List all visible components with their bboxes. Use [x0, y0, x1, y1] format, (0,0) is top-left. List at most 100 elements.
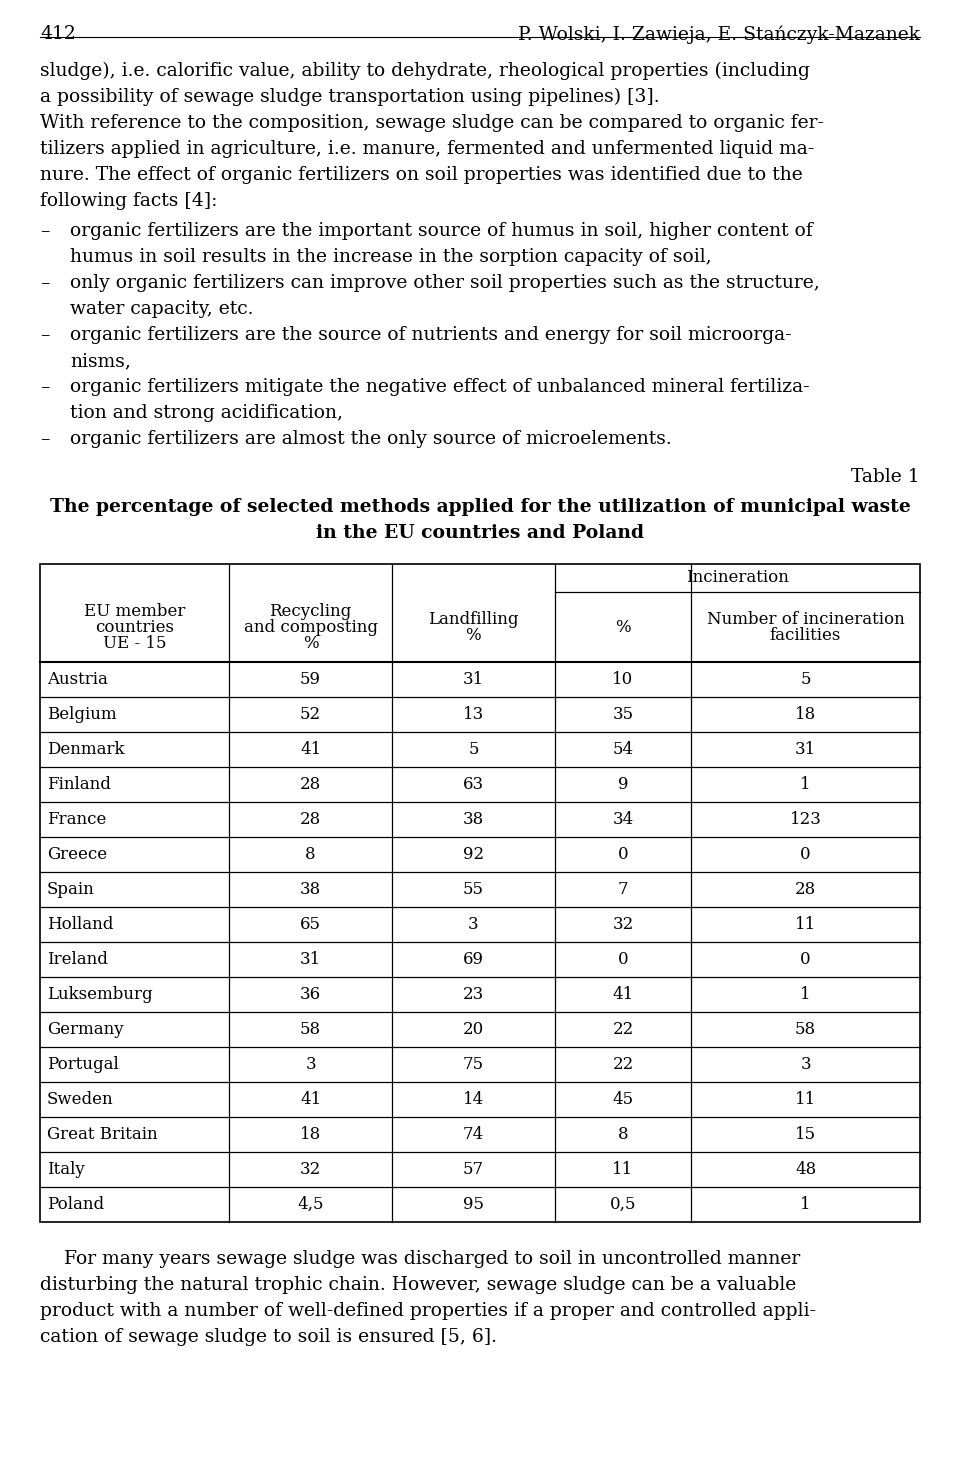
Text: Holland: Holland: [47, 916, 113, 932]
Text: 3: 3: [305, 1057, 316, 1073]
Text: Italy: Italy: [47, 1160, 84, 1178]
Text: 18: 18: [300, 1126, 322, 1143]
Text: water capacity, etc.: water capacity, etc.: [70, 300, 253, 318]
Text: 74: 74: [463, 1126, 484, 1143]
Text: 1: 1: [801, 776, 811, 793]
Text: 41: 41: [612, 986, 634, 1003]
Text: 38: 38: [300, 881, 322, 898]
Text: 0,5: 0,5: [610, 1196, 636, 1214]
Text: Number of incineration: Number of incineration: [707, 610, 904, 628]
Text: nure. The effect of organic fertilizers on soil properties was identified due to: nure. The effect of organic fertilizers …: [40, 166, 803, 184]
Text: 32: 32: [300, 1160, 322, 1178]
Text: following facts [4]:: following facts [4]:: [40, 192, 217, 210]
Text: organic fertilizers mitigate the negative effect of unbalanced mineral fertiliza: organic fertilizers mitigate the negativ…: [70, 377, 809, 397]
Text: 5: 5: [801, 670, 811, 688]
Text: 92: 92: [463, 847, 484, 863]
Text: Incineration: Incineration: [686, 570, 789, 586]
Text: 412: 412: [40, 25, 76, 43]
Text: France: France: [47, 811, 107, 827]
Text: humus in soil results in the increase in the sorption capacity of soil,: humus in soil results in the increase in…: [70, 249, 711, 266]
Text: Luksemburg: Luksemburg: [47, 986, 153, 1003]
Text: 58: 58: [300, 1021, 322, 1037]
Text: and composting: and composting: [244, 619, 377, 635]
Text: 28: 28: [300, 776, 322, 793]
Text: 32: 32: [612, 916, 634, 932]
Text: 75: 75: [463, 1057, 484, 1073]
Text: Spain: Spain: [47, 881, 95, 898]
Text: %: %: [466, 626, 481, 644]
Text: Table 1: Table 1: [852, 468, 920, 485]
Text: only organic fertilizers can improve other soil properties such as the structure: only organic fertilizers can improve oth…: [70, 274, 820, 292]
Text: –: –: [40, 274, 50, 292]
Text: organic fertilizers are the source of nutrients and energy for soil microorga-: organic fertilizers are the source of nu…: [70, 326, 792, 343]
Text: 69: 69: [463, 952, 484, 968]
Text: Landfilling: Landfilling: [428, 610, 518, 628]
Text: 95: 95: [463, 1196, 484, 1214]
Text: EU member: EU member: [84, 602, 185, 620]
Text: 10: 10: [612, 670, 634, 688]
Text: 41: 41: [300, 741, 322, 758]
Text: nisms,: nisms,: [70, 352, 131, 370]
Text: 0: 0: [801, 847, 811, 863]
Text: 55: 55: [463, 881, 484, 898]
Text: 45: 45: [612, 1091, 634, 1109]
Text: 22: 22: [612, 1021, 634, 1037]
Text: –: –: [40, 377, 50, 397]
Text: Recycling: Recycling: [270, 602, 351, 620]
Text: 4,5: 4,5: [298, 1196, 324, 1214]
Text: 20: 20: [463, 1021, 484, 1037]
Text: P. Wolski, I. Zawieja, E. Stańczyk-Mazanek: P. Wolski, I. Zawieja, E. Stańczyk-Mazan…: [518, 25, 920, 43]
Text: 3: 3: [801, 1057, 811, 1073]
Text: Denmark: Denmark: [47, 741, 125, 758]
Text: 8: 8: [617, 1126, 628, 1143]
Text: a possibility of sewage sludge transportation using pipelines) [3].: a possibility of sewage sludge transport…: [40, 87, 660, 107]
Text: 36: 36: [300, 986, 322, 1003]
Text: Belgium: Belgium: [47, 706, 116, 724]
Text: 13: 13: [463, 706, 484, 724]
Text: disturbing the natural trophic chain. However, sewage sludge can be a valuable: disturbing the natural trophic chain. Ho…: [40, 1276, 796, 1294]
Text: countries: countries: [95, 619, 174, 635]
Text: product with a number of well-defined properties if a proper and controlled appl: product with a number of well-defined pr…: [40, 1302, 816, 1320]
Text: 5: 5: [468, 741, 479, 758]
Text: 18: 18: [795, 706, 816, 724]
Text: organic fertilizers are almost the only source of microelements.: organic fertilizers are almost the only …: [70, 431, 672, 448]
Text: –: –: [40, 222, 50, 240]
Text: tilizers applied in agriculture, i.e. manure, fermented and unfermented liquid m: tilizers applied in agriculture, i.e. ma…: [40, 141, 814, 158]
Text: 14: 14: [463, 1091, 484, 1109]
Text: 7: 7: [617, 881, 628, 898]
Text: 22: 22: [612, 1057, 634, 1073]
Text: in the EU countries and Poland: in the EU countries and Poland: [316, 524, 644, 542]
Text: With reference to the composition, sewage sludge can be compared to organic fer-: With reference to the composition, sewag…: [40, 114, 824, 132]
Text: tion and strong acidification,: tion and strong acidification,: [70, 404, 343, 422]
Text: 9: 9: [617, 776, 628, 793]
Text: Greece: Greece: [47, 847, 108, 863]
Text: 63: 63: [463, 776, 484, 793]
Text: UE - 15: UE - 15: [103, 635, 166, 651]
Text: 28: 28: [795, 881, 816, 898]
Text: 11: 11: [795, 1091, 816, 1109]
Text: –: –: [40, 326, 50, 343]
Text: sludge), i.e. calorific value, ability to dehydrate, rheological properties (inc: sludge), i.e. calorific value, ability t…: [40, 62, 810, 80]
Text: The percentage of selected methods applied for the utilization of municipal wast: The percentage of selected methods appli…: [50, 497, 910, 517]
Text: %: %: [302, 635, 319, 651]
Text: 65: 65: [300, 916, 321, 932]
Text: 35: 35: [612, 706, 634, 724]
Text: 23: 23: [463, 986, 484, 1003]
Text: 34: 34: [612, 811, 634, 827]
Text: 28: 28: [300, 811, 322, 827]
Text: 0: 0: [801, 952, 811, 968]
Text: Poland: Poland: [47, 1196, 104, 1214]
Text: organic fertilizers are the important source of humus in soil, higher content of: organic fertilizers are the important so…: [70, 222, 813, 240]
Text: Sweden: Sweden: [47, 1091, 113, 1109]
Text: Finland: Finland: [47, 776, 110, 793]
Text: 54: 54: [612, 741, 634, 758]
Text: 11: 11: [795, 916, 816, 932]
Text: –: –: [40, 431, 50, 448]
Text: 31: 31: [795, 741, 816, 758]
Text: 8: 8: [305, 847, 316, 863]
Text: 11: 11: [612, 1160, 634, 1178]
Text: %: %: [615, 619, 631, 635]
Bar: [40, 564, 920, 1222]
Text: Great Britain: Great Britain: [47, 1126, 157, 1143]
Text: 0: 0: [617, 847, 628, 863]
